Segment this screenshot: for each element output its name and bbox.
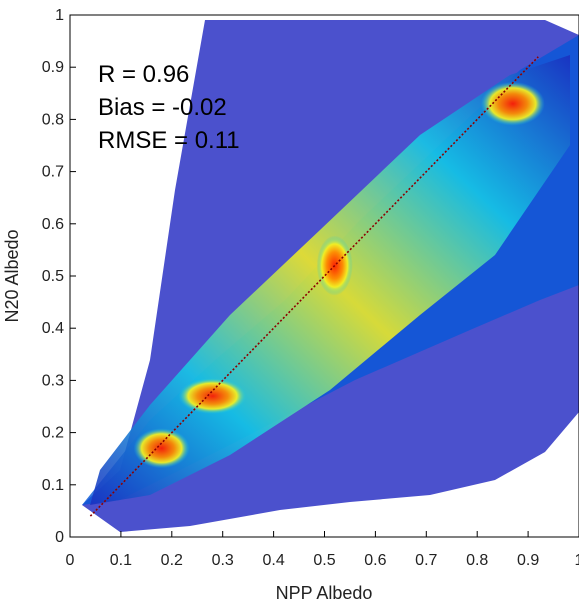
y-axis-tick-label: 0.9 [42,59,64,76]
bias-annotation: Bias = -0.02 [98,94,227,121]
x-axis-tick-label: 0.9 [517,552,539,569]
x-axis-tick-label: 0.2 [161,552,183,569]
x-axis-label: NPP Albedo [276,583,373,603]
y-axis-tick-label: 0 [55,529,64,546]
x-axis-tick-label: 0.3 [212,552,234,569]
y-axis-tick-label: 0.8 [42,111,64,128]
y-axis-tick-label: 1 [55,7,64,24]
y-axis-tick-label: 0.4 [42,320,64,337]
x-axis-tick-label: 0 [66,552,75,569]
density-peak [480,81,545,126]
x-axis-tick-label: 0.5 [313,552,335,569]
x-axis: 0 0.1 0.2 0.3 0.4 0.5 0.6 0.7 0.8 0.9 1 [66,531,579,569]
y-axis: 0 0.1 0.2 0.3 0.4 0.5 0.6 0.7 0.8 0.9 1 [42,7,76,546]
y-axis-tick-label: 0.3 [42,372,64,389]
x-axis-tick-label: 0.4 [262,552,284,569]
x-axis-tick-label: 1 [575,552,579,569]
rmse-annotation: RMSE = 0.11 [98,127,240,154]
x-axis-tick-label: 0.8 [466,552,488,569]
x-axis-tick-label: 0.7 [415,552,437,569]
one-to-one-reference-line [89,56,539,517]
x-axis-tick-label: 0.1 [110,552,132,569]
density-peak [133,428,190,469]
y-axis-tick-label: 0.6 [42,216,64,233]
x-axis-tick-label: 0.6 [364,552,386,569]
correlation-annotation: R = 0.96 [98,61,189,88]
y-axis-tick-label: 0.5 [42,268,64,285]
y-axis-tick-label: 0.1 [42,477,64,494]
y-axis-label: N20 Albedo [2,229,22,322]
y-axis-tick-label: 0.7 [42,164,64,181]
y-axis-tick-label: 0.2 [42,425,64,442]
density-peak [178,378,247,415]
